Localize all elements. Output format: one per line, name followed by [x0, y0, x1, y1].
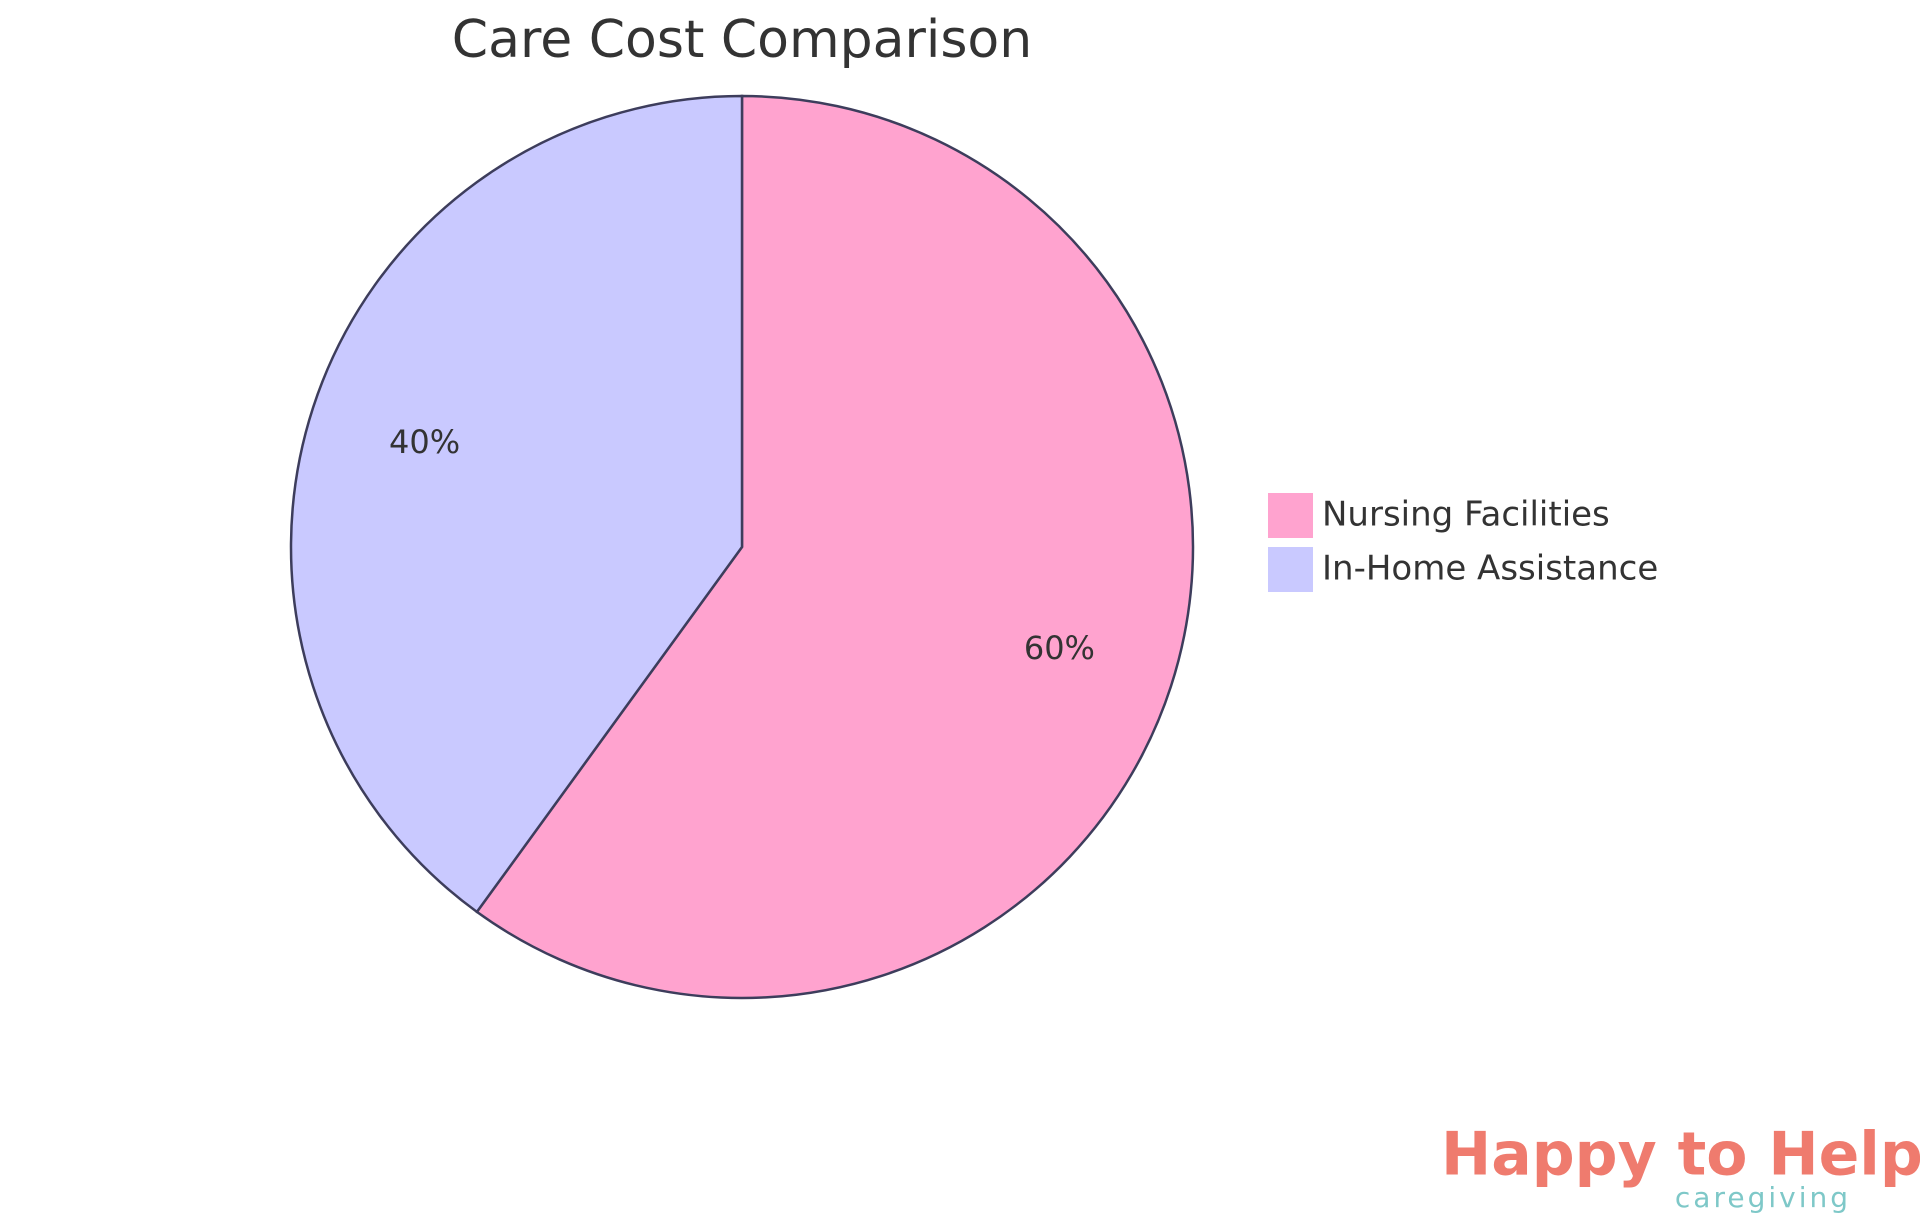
chart-title: Care Cost Comparison [452, 10, 1032, 70]
legend-swatch [1268, 493, 1313, 538]
logo-tagline: caregiving [1675, 1181, 1851, 1214]
legend: Nursing Facilities In-Home Assistance [1268, 493, 1658, 592]
pie: 60% 40% [289, 94, 1195, 1000]
pie-slice [289, 94, 744, 914]
legend-label: Nursing Facilities [1322, 495, 1610, 535]
legend-label: In-Home Assistance [1322, 549, 1658, 589]
slice-label: 40% [389, 423, 460, 461]
logo-name: Happy to Help [1441, 1120, 1920, 1190]
pie-slice [475, 94, 1195, 1000]
legend-swatch [1268, 547, 1313, 592]
slice-label: 60% [1024, 629, 1095, 667]
